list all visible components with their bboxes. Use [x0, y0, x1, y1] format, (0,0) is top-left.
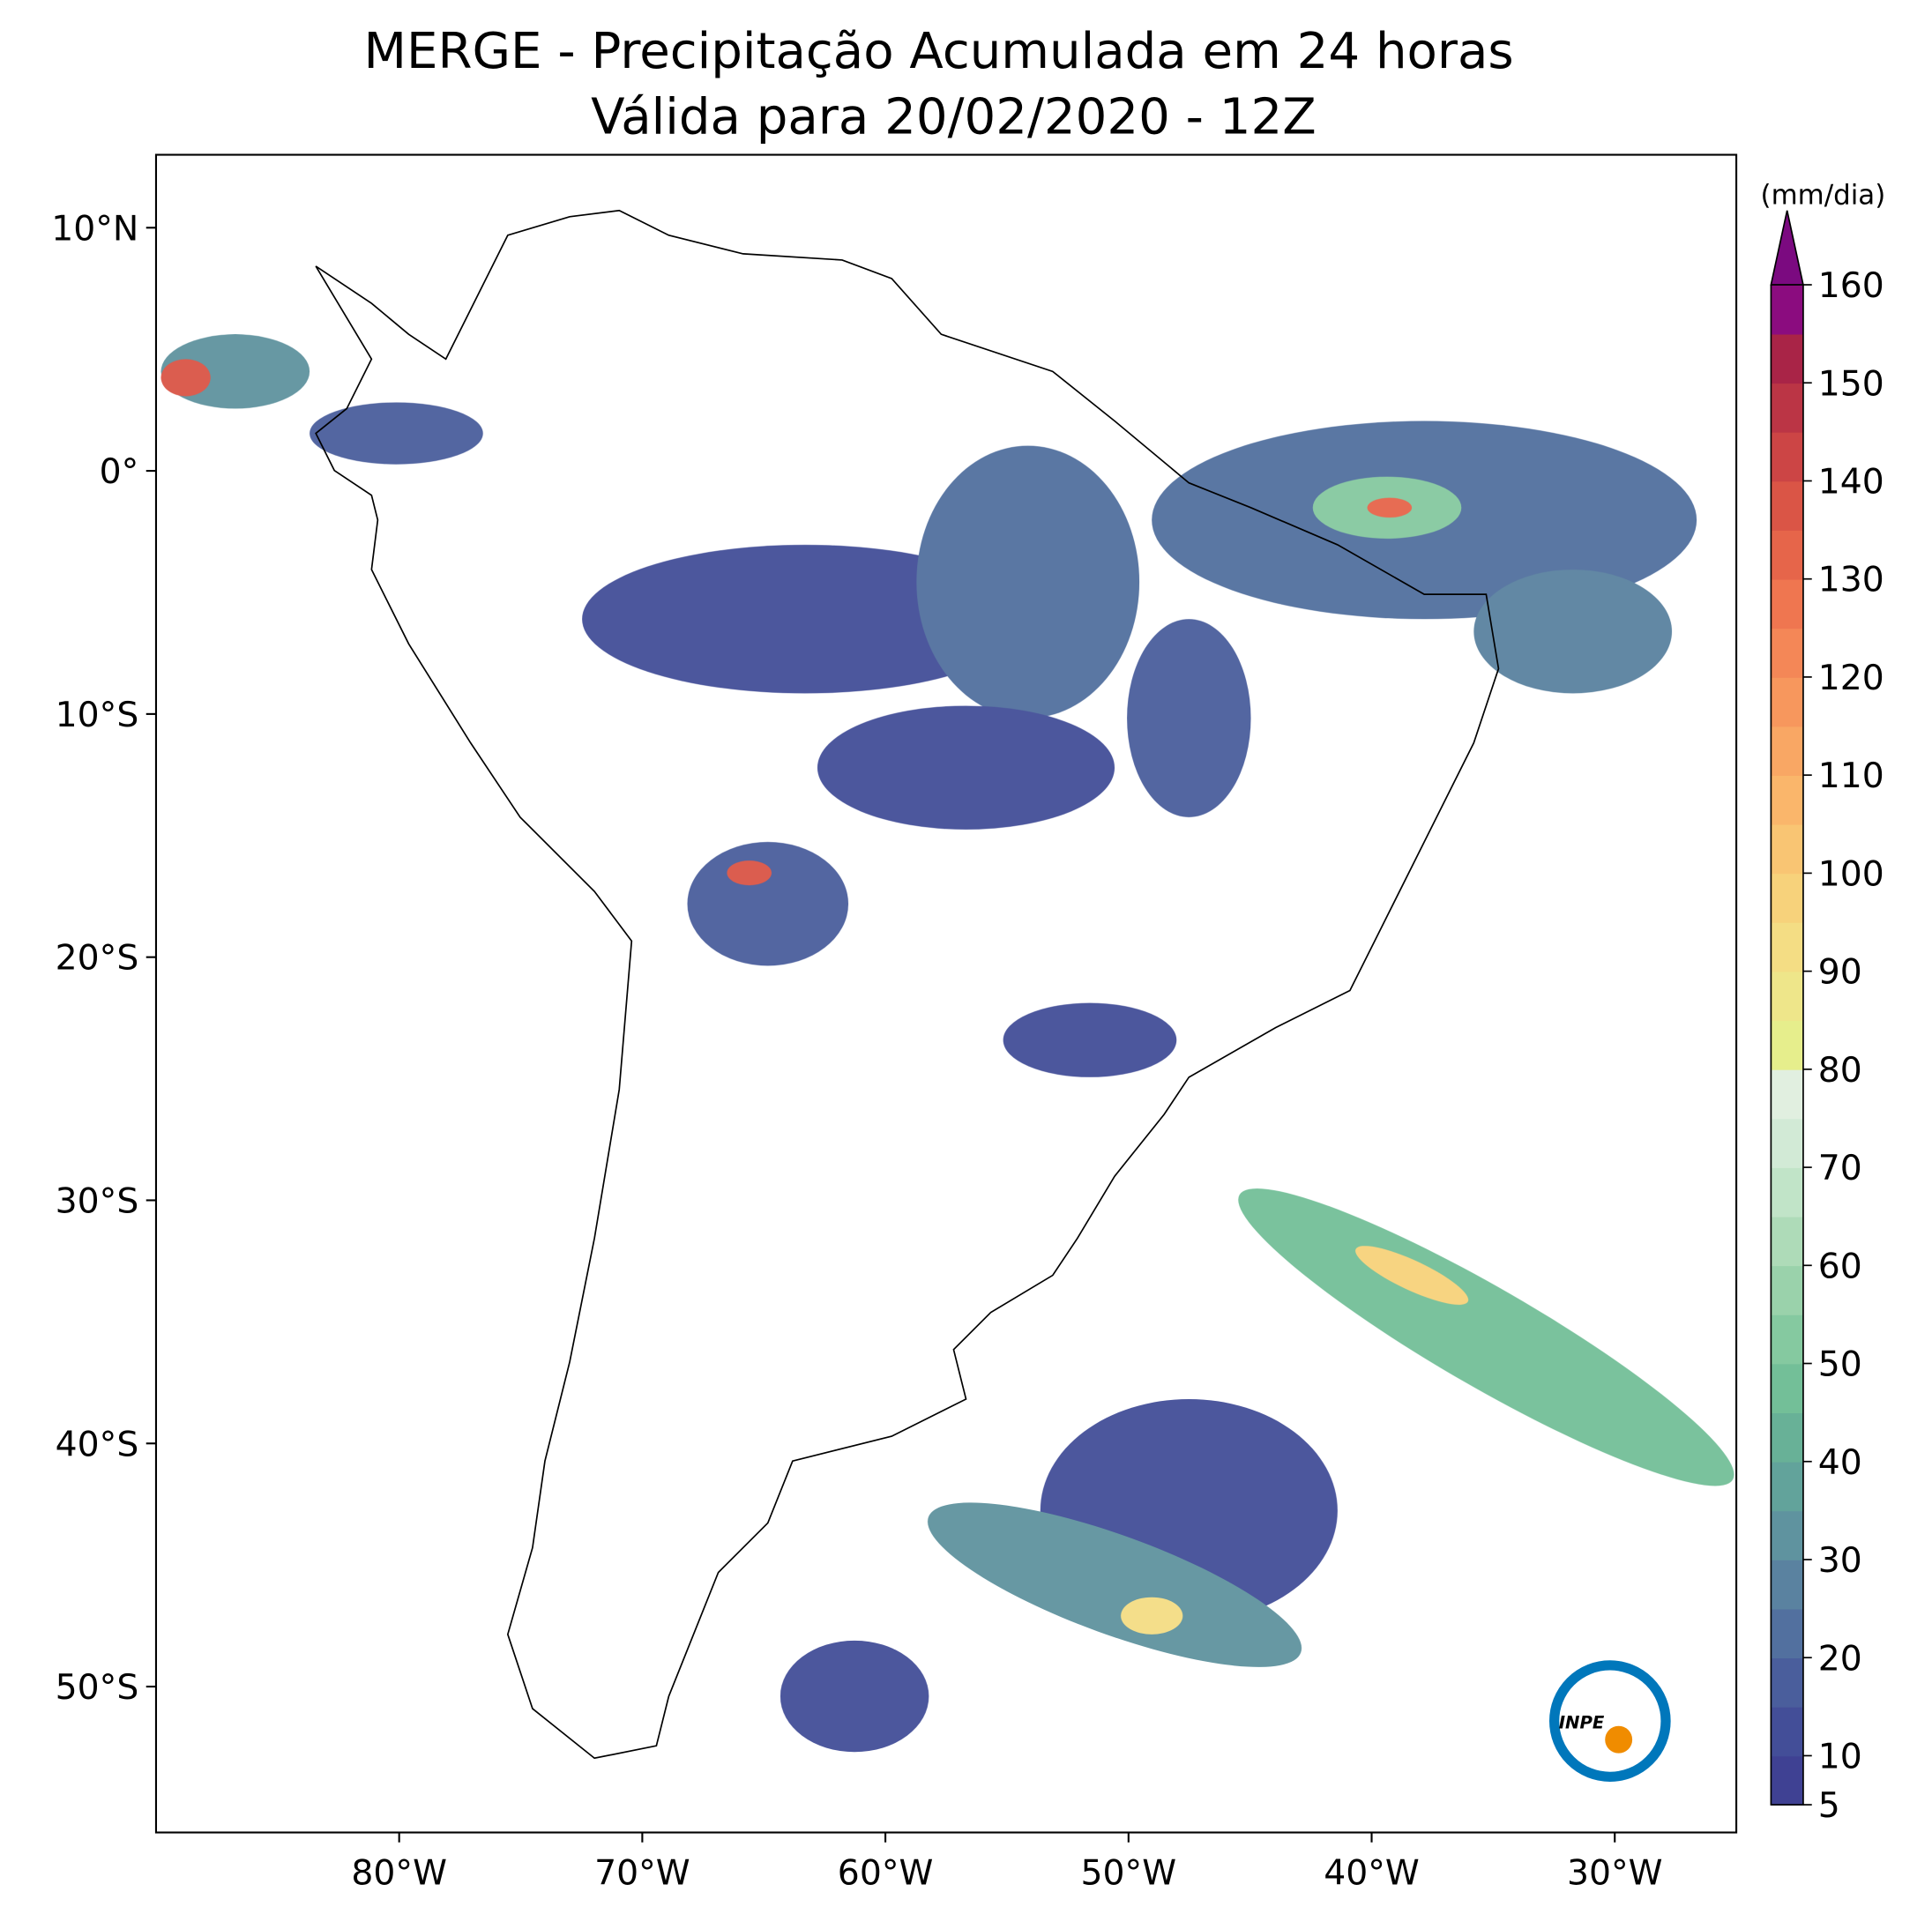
rain-area — [1473, 570, 1673, 694]
colorbar-segment — [1771, 1216, 1803, 1267]
y-tick-label: 10°S — [56, 696, 139, 735]
colorbar-tick-label: 120 — [1818, 659, 1884, 698]
rain-area — [928, 1502, 1302, 1667]
colorbar-segment — [1771, 530, 1803, 580]
logo-ring — [1549, 1660, 1671, 1782]
colorbar-segment — [1771, 1412, 1803, 1463]
colorbar-tick-label: 110 — [1818, 756, 1884, 796]
colorbar-segment — [1771, 676, 1803, 727]
rain-area — [1127, 619, 1251, 817]
colorbar-segment — [1771, 1265, 1803, 1315]
title: MERGE - Precipitação Acumulada em 24 hor… — [364, 23, 1514, 80]
colorbar-tick-label: 20 — [1818, 1639, 1862, 1679]
x-tick-label: 70°W — [594, 1854, 690, 1894]
y-tick-label: 0° — [100, 452, 139, 492]
x-tick-label: 60°W — [838, 1854, 934, 1894]
subtitle: Válida para 20/02/2020 - 12Z — [591, 89, 1317, 146]
rain-area — [1121, 1597, 1183, 1635]
colorbar-tick-label: 10 — [1818, 1737, 1862, 1776]
colorbar-tick-label: 60 — [1818, 1247, 1862, 1286]
colorbar-segment — [1771, 333, 1803, 384]
rain-area — [727, 860, 772, 886]
colorbar-segment — [1771, 480, 1803, 531]
colorbar-segment — [1771, 726, 1803, 777]
colorbar-segment — [1771, 1461, 1803, 1512]
rain-area — [916, 445, 1140, 719]
colorbar-segment — [1771, 1314, 1803, 1365]
y-tick-label: 40°S — [56, 1425, 139, 1464]
colorbar-unit: (mm/dia) — [1761, 180, 1886, 212]
colorbar-tick-label: 130 — [1818, 561, 1884, 600]
colorbar-tick-label: 80 — [1818, 1051, 1862, 1091]
y-tick-label: 10°N — [51, 209, 138, 249]
colorbar-tick-label: 30 — [1818, 1541, 1862, 1581]
rain-area — [780, 1640, 929, 1753]
colorbar-segment — [1771, 1510, 1803, 1560]
colorbar-segment — [1771, 1657, 1803, 1708]
colorbar-segment — [1771, 1167, 1803, 1218]
colorbar-segment — [1771, 285, 1803, 335]
rain-area — [817, 705, 1115, 830]
colorbar-segment — [1771, 1069, 1803, 1120]
colorbar-segment — [1771, 1755, 1803, 1806]
colorbar-segment — [1771, 1118, 1803, 1168]
rain-area — [1003, 1002, 1177, 1077]
colorbar-frame — [1770, 285, 1804, 1806]
rain-area — [1367, 497, 1413, 518]
colorbar-segment — [1771, 431, 1803, 482]
precipitation — [160, 334, 1734, 1753]
colorbar-tick-label: 40 — [1818, 1443, 1862, 1483]
colorbar-segment — [1771, 1559, 1803, 1610]
colorbar-segment — [1771, 1020, 1803, 1070]
colorbar-tick-label: 50 — [1818, 1345, 1862, 1385]
colorbar-extension — [1770, 210, 1804, 286]
logo-text: INPE — [1559, 1713, 1605, 1733]
rain-area — [310, 402, 483, 465]
colorbar-tick-label: 100 — [1818, 854, 1884, 894]
logo-dot — [1605, 1725, 1633, 1754]
colorbar-tick-label: 5 — [1818, 1786, 1840, 1826]
colorbar-segment — [1771, 383, 1803, 433]
colorbar-tick-label: 140 — [1818, 463, 1884, 503]
y-tick-label: 30°S — [56, 1182, 139, 1222]
rain-area — [687, 841, 849, 966]
x-tick-label: 40°W — [1324, 1854, 1420, 1894]
logo: INPE — [1549, 1660, 1671, 1782]
x-tick-label: 50°W — [1081, 1854, 1177, 1894]
colorbar-segment — [1771, 1363, 1803, 1413]
colorbar-tick-label: 160 — [1818, 266, 1884, 306]
colorbar-segment — [1771, 922, 1803, 972]
colorbar-tick-label: 90 — [1818, 953, 1862, 993]
coastline — [315, 209, 1500, 1760]
map-frame — [154, 153, 1738, 1834]
colorbar-segment — [1771, 628, 1803, 678]
colorbar-segment — [1771, 873, 1803, 923]
rain-area — [1355, 1246, 1469, 1305]
colorbar-segment — [1771, 775, 1803, 825]
x-tick-label: 80°W — [351, 1854, 447, 1894]
colorbar-tick-label: 70 — [1818, 1149, 1862, 1188]
map-area — [154, 153, 1738, 1834]
rain-area — [1238, 1188, 1734, 1486]
colorbar-segment — [1771, 1706, 1803, 1757]
colorbar-segment — [1771, 823, 1803, 875]
x-tick-label: 30°W — [1567, 1854, 1663, 1894]
rain-area — [160, 359, 211, 397]
colorbar-tick-label: 150 — [1818, 364, 1884, 404]
y-tick-label: 50°S — [56, 1668, 139, 1708]
colorbar-segment — [1771, 578, 1803, 629]
colorbar-segment — [1771, 1608, 1803, 1659]
colorbar-segment — [1771, 971, 1803, 1022]
y-tick-label: 20°S — [56, 939, 139, 979]
